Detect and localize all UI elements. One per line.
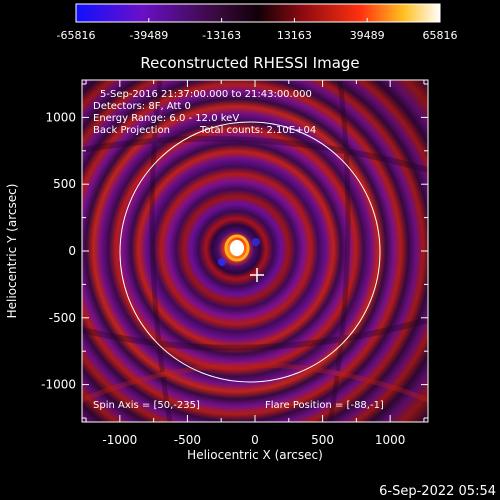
solar-limb-circle — [119, 121, 381, 383]
colorbar-tick-label: 39489 — [350, 29, 385, 42]
back-projection-image — [82, 80, 428, 422]
flare-source — [230, 240, 244, 256]
spin-axis-marker — [250, 268, 264, 282]
x-tick-label: -500 — [174, 433, 201, 447]
flare-halo — [224, 234, 250, 262]
time-range-text: 5-Sep-2016 21:37:00.000 to 21:43:00.000 — [100, 89, 312, 100]
total-counts-text: Total counts: 2.10E+04 — [199, 125, 316, 136]
image-area — [81, 79, 429, 423]
x-tick-labels: -1000 -500 0 500 1000 — [102, 433, 405, 447]
fringe-pattern — [82, 80, 428, 422]
plot-title: Reconstructed RHESSI Image — [140, 54, 359, 72]
energy-range-text: Energy Range: 6.0 - 12.0 keV — [93, 113, 239, 124]
colorbar-tick-label: 13163 — [277, 29, 312, 42]
method-text: Back Projection — [93, 125, 170, 136]
colorbar-tick-label: -65816 — [57, 29, 96, 42]
x-tick-label: 0 — [251, 433, 259, 447]
colorbar-tick-label: 65816 — [423, 29, 458, 42]
detectors-text: Detectors: 8F, Att 0 — [93, 101, 191, 112]
y-tick-label: -1000 — [41, 378, 76, 392]
y-axis-label: Heliocentric Y (arcsec) — [5, 184, 19, 319]
colorbar-tick-labels: -65816 -39489 -13163 13163 39489 65816 — [57, 29, 458, 42]
negative-lobe — [218, 258, 226, 266]
axis-ticks — [82, 80, 428, 422]
y-tick-labels: -1000 -500 0 500 1000 — [41, 110, 76, 391]
x-tick-label: -1000 — [102, 433, 137, 447]
y-tick-label: -500 — [49, 311, 76, 325]
negative-lobe — [252, 238, 260, 246]
x-axis-label: Heliocentric X (arcsec) — [187, 448, 323, 462]
colorbar-tick-label: -39489 — [129, 29, 168, 42]
x-tick-label: 1000 — [375, 433, 406, 447]
flare-position-text: Flare Position = [-88,-1] — [265, 400, 384, 411]
y-tick-label: 0 — [68, 244, 76, 258]
colorbar: -65816 -39489 -13163 13163 39489 65816 — [57, 3, 458, 42]
colorbar-tick-label: -13163 — [202, 29, 241, 42]
colorbar-ticks — [75, 18, 441, 22]
y-tick-label: 500 — [53, 177, 76, 191]
x-tick-label: 500 — [311, 433, 334, 447]
render-timestamp: 6-Sep-2022 05:54 — [379, 484, 496, 499]
spin-axis-text: Spin Axis = [50,-235] — [93, 400, 200, 411]
colorbar-gradient — [75, 3, 441, 23]
y-tick-label: 1000 — [45, 110, 76, 124]
annotations: 5-Sep-2016 21:37:00.000 to 21:43:00.000 … — [93, 89, 384, 411]
